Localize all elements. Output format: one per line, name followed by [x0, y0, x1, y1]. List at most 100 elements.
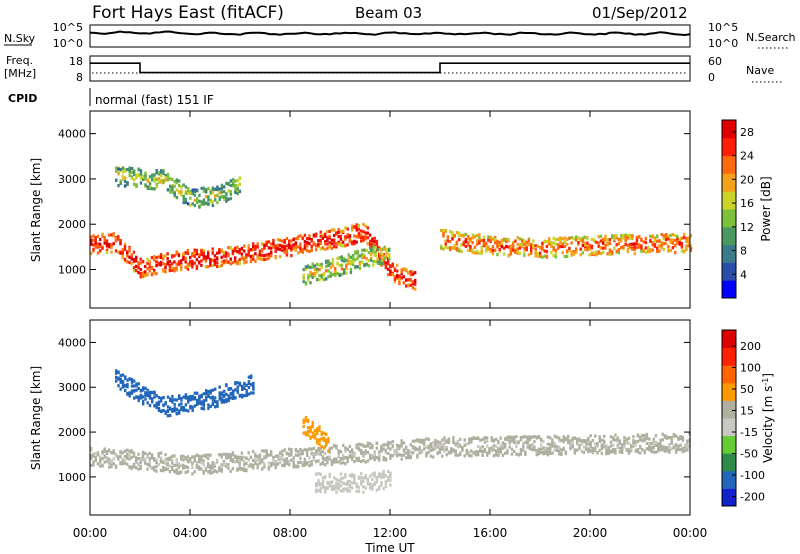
heatmap-cell [379, 261, 382, 266]
heatmap-cell [445, 440, 448, 444]
heatmap-cell [563, 236, 567, 240]
heatmap-cell [157, 408, 161, 412]
heatmap-cell [229, 262, 232, 266]
heatmap-cell [420, 449, 424, 453]
heatmap-cell [180, 455, 183, 459]
heatmap-cell [207, 265, 210, 269]
heatmap-cell [132, 250, 136, 254]
heatmap-cell [635, 235, 639, 240]
heatmap-cell [288, 453, 291, 457]
heatmap-cell [572, 237, 576, 241]
heatmap-cell [373, 240, 376, 244]
heatmap-cell [254, 247, 257, 251]
heatmap-cell [202, 399, 206, 403]
heatmap-cell [303, 233, 307, 237]
heatmap-cell [510, 439, 514, 443]
heatmap-cell [334, 269, 337, 273]
heatmap-cell [381, 257, 384, 261]
heatmap-cell [342, 240, 345, 244]
heatmap-cell [515, 441, 518, 445]
heatmap-cell [689, 248, 693, 253]
heatmap-cell [256, 458, 259, 462]
heatmap-cell [337, 230, 340, 234]
heatmap-cell [374, 259, 377, 264]
heatmap-cell [144, 264, 147, 269]
heatmap-cell [326, 480, 329, 484]
heatmap-cell [674, 250, 677, 255]
heatmap-cell [554, 255, 558, 259]
heatmap-cell [354, 251, 357, 255]
heatmap-cell [586, 237, 589, 241]
heatmap-cell [425, 454, 428, 458]
heatmap-cell [220, 183, 224, 187]
heatmap-cell [191, 188, 194, 192]
heatmap-cell [267, 461, 271, 465]
heatmap-cell [155, 469, 158, 473]
heatmap-cell [541, 255, 544, 259]
heatmap-cell [130, 466, 133, 471]
heatmap-cell [675, 448, 678, 452]
heatmap-cell [486, 439, 489, 443]
heatmap-cell [200, 458, 203, 462]
heatmap-cell [546, 442, 550, 446]
heatmap-cell [303, 461, 307, 465]
heatmap-cell [333, 460, 336, 464]
heatmap-cell [676, 237, 679, 241]
heatmap-cell [225, 398, 228, 402]
heatmap-cell [205, 188, 208, 192]
beam-label: Beam 03 [355, 4, 422, 22]
heatmap-cell [534, 254, 537, 258]
heatmap-cell [629, 242, 632, 246]
heatmap-cell [274, 454, 277, 458]
heatmap-cell [321, 485, 325, 489]
heatmap-cell [193, 455, 196, 459]
heatmap-cell [94, 245, 97, 249]
heatmap-cell [119, 239, 122, 243]
heatmap-cell [316, 441, 319, 445]
heatmap-cell [561, 251, 564, 255]
heatmap-cell [142, 177, 145, 182]
heatmap-cell [391, 440, 394, 444]
heatmap-cell [186, 265, 190, 269]
heatmap-cell [487, 247, 490, 251]
heatmap-cell [240, 451, 244, 455]
heatmap-cell [198, 396, 201, 400]
heatmap-cell [482, 240, 486, 244]
heatmap-cell [667, 237, 670, 241]
heatmap-cell [331, 258, 335, 262]
heatmap-cell [274, 460, 277, 464]
heatmap-cell [599, 239, 603, 243]
heatmap-cell [687, 237, 690, 241]
heatmap-cell [324, 485, 327, 490]
heatmap-cell [310, 447, 313, 451]
heatmap-cell [150, 265, 154, 269]
heatmap-cell [103, 460, 106, 464]
heatmap-cell [319, 489, 322, 493]
heatmap-cell [665, 233, 668, 237]
heatmap-cell [202, 202, 206, 206]
heatmap-cell [157, 179, 161, 184]
heatmap-cell [204, 259, 208, 263]
heatmap-cell [252, 248, 255, 252]
heatmap-cell [473, 245, 477, 249]
heatmap-cell [465, 452, 469, 456]
heatmap-cell [117, 184, 120, 188]
heatmap-cell [600, 447, 604, 451]
heatmap-cell [128, 247, 131, 251]
heatmap-cell [236, 183, 239, 187]
heatmap-cell [373, 455, 376, 459]
heatmap-cell [365, 263, 368, 267]
heatmap-cell [290, 453, 293, 457]
freq-panel: Freq. [MHz] 18 8 60 0 Nave [4, 54, 784, 84]
heatmap-cell [461, 446, 464, 450]
heatmap-cell [358, 266, 362, 270]
heatmap-cell [309, 427, 312, 431]
heatmap-cell [441, 442, 444, 446]
heatmap-cell [94, 238, 97, 242]
heatmap-cell [364, 233, 367, 238]
heatmap-cell [683, 232, 686, 237]
heatmap-cell [123, 245, 127, 249]
heatmap-cell [211, 470, 214, 474]
heatmap-cell [180, 190, 183, 194]
